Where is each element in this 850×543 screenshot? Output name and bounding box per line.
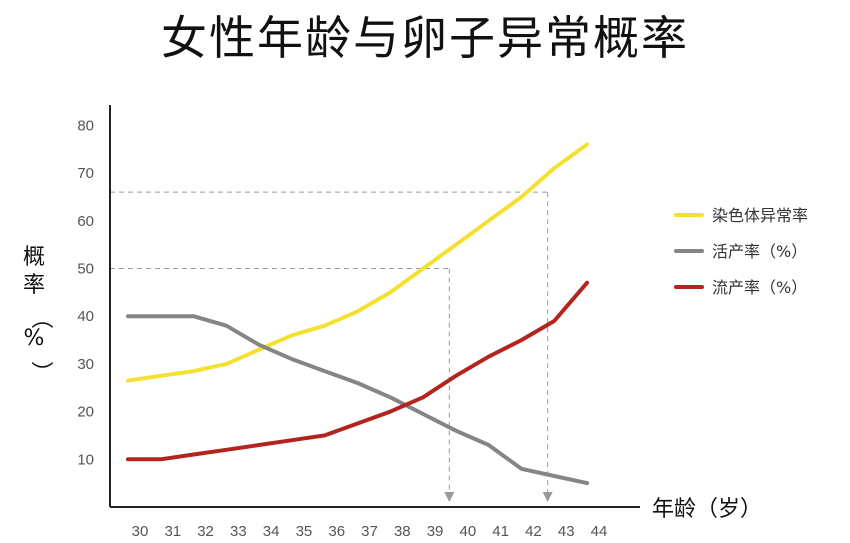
x-tick-label: 38 — [394, 523, 411, 540]
x-tick-label: 39 — [427, 523, 444, 540]
x-tick-label: 43 — [558, 523, 575, 540]
x-tick-label: 37 — [361, 523, 378, 540]
y-axis-label-part-2: 率 — [23, 273, 45, 298]
x-tick-label: 32 — [197, 523, 214, 540]
x-tick-label: 30 — [132, 523, 149, 540]
legend-label: 活产率（%） — [712, 242, 807, 261]
x-tick-label: 44 — [591, 523, 608, 540]
x-tick-label: 34 — [263, 523, 280, 540]
y-tick-label: 80 — [77, 117, 94, 134]
y-axis-label-part-4: % — [24, 326, 45, 351]
y-axis-label-part-1: 概 — [23, 245, 45, 270]
y-tick-label: 20 — [77, 404, 94, 421]
y-tick-label: 40 — [77, 308, 94, 325]
x-tick-label: 33 — [230, 523, 247, 540]
x-tick-label: 31 — [164, 523, 181, 540]
series-lines — [126, 142, 589, 486]
x-tick-label: 42 — [525, 523, 542, 540]
x-tick-label: 41 — [492, 523, 509, 540]
y-tick-label: 60 — [77, 213, 94, 230]
legend-label: 流产率（%） — [712, 278, 807, 297]
x-tick-label: 35 — [296, 523, 313, 540]
x-tick-label: 40 — [460, 523, 477, 540]
reference-lines — [110, 191, 553, 502]
series-line-1 — [126, 142, 589, 383]
x-tick-labels: 30 31 32 33 34 35 36 37 38 39 40 41 42 43 44 — [132, 523, 608, 540]
y-axis-label: 概 率 （ % ） — [23, 245, 53, 383]
chart-title: 女性年龄与卵子异常概率 — [161, 11, 689, 65]
series-line-3 — [126, 280, 589, 462]
y-tick-label: 30 — [77, 356, 94, 373]
legend-label: 染色体异常率 — [712, 206, 808, 225]
axes — [109, 105, 640, 508]
y-tick-label: 50 — [77, 261, 94, 278]
y-tick-label: 10 — [77, 451, 94, 468]
series-line-2 — [126, 314, 589, 486]
x-axis-label: 年龄（岁） — [652, 497, 762, 522]
y-axis-label-part-3: （ — [28, 307, 53, 329]
y-tick-labels: 10 20 30 40 50 60 70 80 — [77, 117, 94, 468]
y-tick-label: 70 — [77, 165, 94, 182]
x-tick-label: 36 — [328, 523, 345, 540]
y-axis-label-part-5: ） — [28, 361, 53, 383]
